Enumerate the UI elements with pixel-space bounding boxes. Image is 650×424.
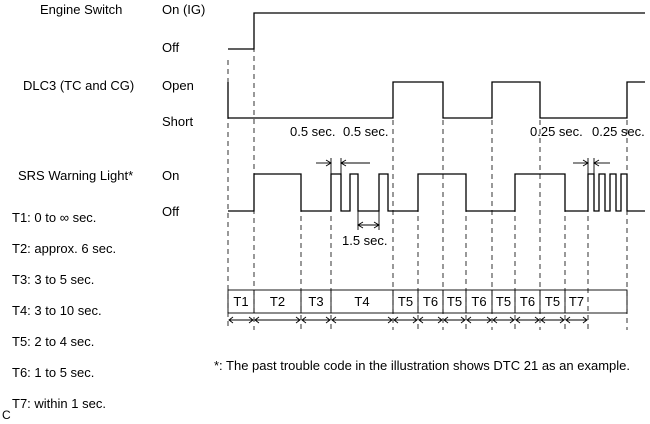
interval-arrowhead-right: [509, 316, 515, 324]
interval-label-t2-1: T2: [270, 294, 285, 309]
interval-arrowhead-left: [565, 316, 571, 324]
interval-arrowhead-right: [437, 316, 443, 324]
legend-t2: T2: approx. 6 sec.: [12, 241, 116, 256]
duration-0-5-sec-first: 0.5 sec.: [290, 124, 336, 139]
interval-arrowhead-right: [559, 316, 565, 324]
interval-arrowhead-right: [248, 316, 254, 324]
quarter-second-dimension: [573, 158, 610, 174]
interval-arrowhead-right: [460, 316, 466, 324]
interval-label-t3-2: T3: [308, 294, 323, 309]
interval-label-t4-3: T4: [354, 294, 369, 309]
interval-arrowhead-right: [534, 316, 540, 324]
legend-t7: T7: within 1 sec.: [12, 396, 106, 411]
one-and-half-second-dimension: [357, 211, 380, 230]
timing-guides: [227, 20, 628, 330]
duration-1-5-sec: 1.5 sec.: [342, 233, 388, 248]
interval-arrowhead-left: [331, 316, 337, 324]
dlc3-open-label: Open: [162, 78, 194, 93]
interval-arrowhead-left: [443, 316, 449, 324]
interval-arrowhead-right: [582, 316, 588, 324]
half-second-dimension: [316, 158, 370, 174]
interval-arrowhead-right: [486, 316, 492, 324]
interval-label-t6-7: T6: [471, 294, 486, 309]
engine-switch-on-label: On (IG): [162, 2, 205, 17]
dlc3-label: DLC3 (TC and CG): [23, 78, 134, 93]
engine-switch-off-label: Off: [162, 40, 179, 55]
legend-t6: T6: 1 to 5 sec.: [12, 365, 94, 380]
srs-warning-light-label: SRS Warning Light*: [18, 168, 133, 183]
interval-arrowhead-right: [387, 316, 393, 324]
corner-mark: C: [2, 408, 11, 422]
engine-switch-label: Engine Switch: [40, 2, 122, 17]
legend-t4: T4: 3 to 10 sec.: [12, 303, 102, 318]
interval-label-t6-9: T6: [520, 294, 535, 309]
interval-label-t5-6: T5: [447, 294, 462, 309]
engine-switch-waveform: [228, 12, 645, 50]
interval-arrowhead-left: [515, 316, 521, 324]
legend-t1: T1: 0 to ∞ sec.: [12, 210, 96, 225]
interval-arrowhead-left: [418, 316, 424, 324]
interval-arrowhead-left: [492, 316, 498, 324]
footnote: *: The past trouble code in the illustra…: [214, 358, 630, 373]
interval-band: [227, 289, 628, 314]
srs-waveform: [228, 173, 645, 212]
interval-label-t5-4: T5: [398, 294, 413, 309]
srs-off-label: Off: [162, 204, 179, 219]
interval-arrowhead-left: [540, 316, 546, 324]
interval-arrowhead-right: [325, 316, 331, 324]
duration-0-25-sec-second: 0.25 sec.: [592, 124, 645, 139]
interval-arrows: [228, 316, 588, 324]
interval-label-t5-8: T5: [496, 294, 511, 309]
legend-t3: T3: 3 to 5 sec.: [12, 272, 94, 287]
interval-label-t1-0: T1: [233, 294, 248, 309]
legend-t5: T5: 2 to 4 sec.: [12, 334, 94, 349]
legend: T1: 0 to ∞ sec. T2: approx. 6 sec. T3: 3…: [12, 210, 116, 411]
interval-arrowhead-left: [228, 316, 234, 324]
interval-arrowhead-right: [412, 316, 418, 324]
duration-0-25-sec-first: 0.25 sec.: [530, 124, 583, 139]
interval-arrowhead-left: [254, 316, 260, 324]
interval-arrowhead-left: [466, 316, 472, 324]
dlc3-short-label: Short: [162, 114, 193, 129]
interval-arrowhead-left: [393, 316, 399, 324]
srs-on-label: On: [162, 168, 179, 183]
interval-arrowhead-right: [295, 316, 301, 324]
interval-arrowhead-left: [301, 316, 307, 324]
interval-label-t6-5: T6: [423, 294, 438, 309]
interval-label-t7-11: T7: [569, 294, 584, 309]
duration-0-5-sec-second: 0.5 sec.: [343, 124, 389, 139]
dlc3-waveform: [227, 81, 645, 119]
interval-labels: T1 T2 T3 T4 T5 T6 T5 T6 T5 T6 T5 T7: [233, 290, 584, 313]
interval-label-t5-10: T5: [545, 294, 560, 309]
